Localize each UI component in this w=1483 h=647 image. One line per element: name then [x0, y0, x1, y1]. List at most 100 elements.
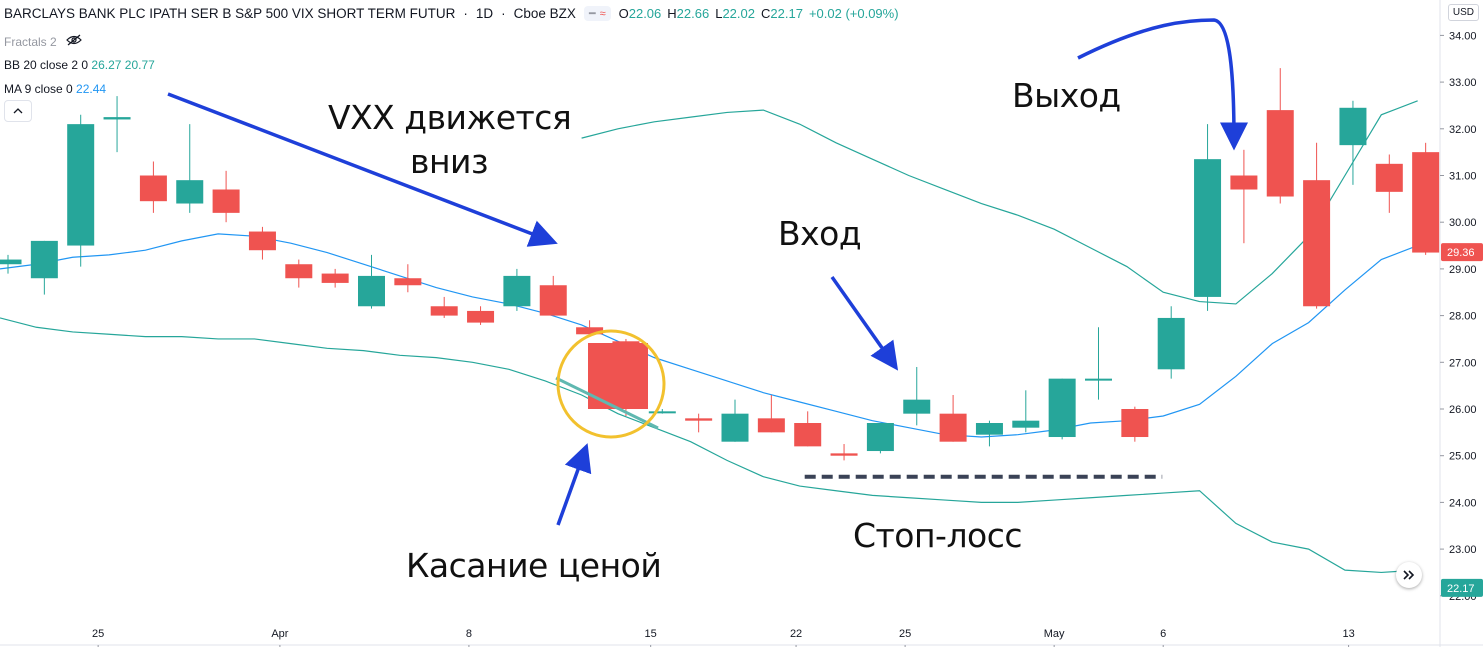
candle: [975, 420, 1003, 447]
arrow-exit: [1077, 18, 1248, 151]
candle: [358, 254, 385, 309]
scroll-to-latest-button[interactable]: [1396, 562, 1422, 588]
candle: [1230, 149, 1258, 244]
arrow-entry: [830, 275, 899, 371]
y-tick-label: 34.00: [1449, 30, 1477, 42]
chart-header: BARCLAYS BANK PLC IPATH SER B S&P 500 VI…: [4, 6, 899, 21]
ma-indicator[interactable]: MA 9 close 0 22.44: [4, 82, 106, 96]
fractals-indicator[interactable]: Fractals 2: [4, 34, 82, 49]
low-label: L: [715, 6, 723, 21]
annotation-entry: Вход: [778, 214, 862, 253]
arrow-touch: [556, 443, 592, 526]
x-tick-label: 8: [466, 628, 472, 640]
candle-body: [1085, 378, 1112, 381]
candle-body: [1121, 409, 1149, 438]
annotation-down: VXX движется: [328, 98, 572, 137]
flag-badge[interactable]: ━ ≈: [583, 6, 611, 21]
candle: [67, 114, 95, 267]
touch-segment: [555, 376, 659, 430]
candle-body: [103, 117, 131, 120]
y-tick-label: 33.00: [1449, 77, 1477, 89]
candle-body: [139, 175, 167, 202]
x-tick-label: 22: [790, 628, 802, 640]
annotation-touch: Касание ценой: [406, 546, 662, 585]
candle-body: [648, 411, 676, 414]
candle: [1121, 406, 1149, 442]
annotation-exit: Выход: [1012, 76, 1121, 115]
candle-body: [939, 413, 967, 442]
candle-body: [685, 418, 713, 421]
candle-body: [248, 231, 276, 251]
candle-body: [1339, 107, 1367, 146]
y-tick-label: 25.00: [1449, 451, 1477, 463]
candle-body: [1375, 163, 1403, 192]
candle: [503, 268, 531, 311]
bb-upper-line: [581, 100, 1418, 305]
y-tick-label: 28.00: [1449, 311, 1477, 323]
bb-value-1: 26.27: [91, 58, 122, 72]
currency-badge[interactable]: USD: [1447, 4, 1479, 21]
candle: [1375, 154, 1403, 213]
candle: [467, 306, 495, 325]
wave-icon: ≈: [599, 7, 606, 20]
collapse-legend-button[interactable]: [4, 100, 32, 122]
candle-body: [794, 423, 822, 447]
candle: [0, 254, 22, 274]
candle: [321, 268, 349, 288]
candle-body: [176, 180, 204, 204]
separator: ·: [501, 6, 506, 21]
x-tick-label: Apr: [271, 628, 288, 640]
candle: [176, 124, 204, 213]
annotation-overlay: [167, 18, 1248, 526]
candle: [430, 296, 458, 318]
annotation-down-2: вниз: [410, 142, 489, 181]
ohlc-values: O22.06 H22.66 L22.02 C22.17 +0.02 (+0.09…: [619, 6, 899, 21]
x-tick-label: 13: [1342, 628, 1354, 640]
exchange: Cboe BZX: [513, 6, 576, 21]
dash-icon: ━: [588, 8, 596, 20]
bb-value-2: 20.77: [124, 58, 155, 72]
y-tick-label: 31.00: [1449, 171, 1477, 183]
candle: [903, 366, 931, 426]
last-price-label-bg: [1441, 243, 1483, 262]
candle-body: [539, 285, 567, 316]
candle-body: [0, 259, 22, 265]
candle-body: [67, 124, 95, 246]
bb-lower-line: [0, 317, 1418, 574]
candle-body: [285, 264, 313, 279]
chevron-up-icon: [13, 108, 23, 114]
symbol-title: BARCLAYS BANK PLC IPATH SER B S&P 500 VI…: [4, 6, 456, 21]
candle-body: [503, 275, 531, 307]
candle: [830, 444, 858, 461]
candle-body: [358, 275, 385, 307]
close-value: 22.17: [770, 6, 803, 21]
y-tick-label: 23.00: [1449, 544, 1477, 556]
low-value: 22.02: [722, 6, 755, 21]
candle-body: [1303, 180, 1331, 307]
candle-body: [721, 413, 749, 442]
candle: [1339, 100, 1367, 185]
candle: [285, 259, 313, 288]
interval[interactable]: 1D: [475, 6, 494, 21]
candle-body: [975, 423, 1003, 435]
candle-body: [1048, 378, 1076, 438]
candle: [248, 226, 276, 260]
high-value: 22.66: [676, 6, 710, 21]
y-tick-label: 26.00: [1449, 404, 1477, 416]
x-tick-label: 25: [92, 628, 104, 640]
candle: [1412, 142, 1440, 255]
candle-body: [212, 189, 240, 213]
candle: [939, 394, 967, 442]
candle: [866, 423, 894, 454]
bb-indicator[interactable]: BB 20 close 2 0 26.27 20.77: [4, 58, 155, 72]
y-tick-label: 29.00: [1449, 264, 1477, 276]
eye-hidden-icon[interactable]: [66, 34, 82, 49]
y-tick-label: 24.00: [1449, 497, 1477, 509]
candle-body: [830, 453, 858, 456]
candle: [394, 264, 422, 293]
candle-body: [1230, 175, 1258, 190]
candle-body: [430, 306, 458, 316]
candle-body: [394, 278, 422, 286]
